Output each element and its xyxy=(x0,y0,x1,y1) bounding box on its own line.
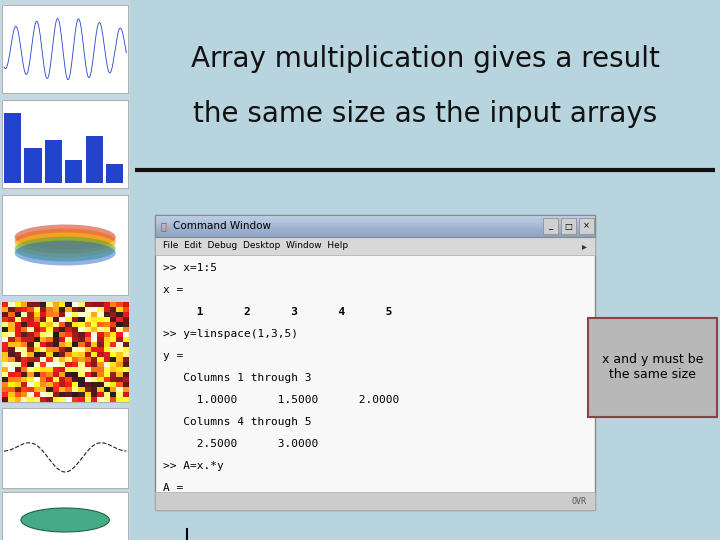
Ellipse shape xyxy=(14,233,116,258)
Ellipse shape xyxy=(14,225,116,249)
Bar xyxy=(155,217,595,219)
Text: File  Edit  Debug  Desktop  Window  Help: File Edit Debug Desktop Window Help xyxy=(163,241,348,251)
Bar xyxy=(155,235,595,237)
Bar xyxy=(2,408,128,488)
Text: x =: x = xyxy=(163,285,184,295)
Bar xyxy=(155,220,595,222)
Bar xyxy=(155,237,595,255)
Bar xyxy=(24,148,42,183)
Text: □: □ xyxy=(564,221,572,231)
Text: y =: y = xyxy=(163,351,184,361)
Text: 1      2      3      4      5: 1 2 3 4 5 xyxy=(163,307,392,317)
Text: >> A=x.*y: >> A=x.*y xyxy=(163,461,224,471)
Bar xyxy=(155,224,595,225)
Text: >> y=linspace(1,3,5): >> y=linspace(1,3,5) xyxy=(163,329,298,339)
Bar xyxy=(155,221,595,223)
Ellipse shape xyxy=(21,508,109,532)
Text: x and y must be
the same size: x and y must be the same size xyxy=(602,354,703,381)
Bar xyxy=(579,218,594,234)
Bar xyxy=(0,0,130,540)
Bar xyxy=(2,195,128,295)
Text: A =: A = xyxy=(163,483,184,493)
Text: Command Window: Command Window xyxy=(173,221,271,231)
Bar xyxy=(561,218,576,234)
Bar xyxy=(106,164,123,183)
Text: 🔥: 🔥 xyxy=(161,221,167,231)
Text: Columns 4 through 5: Columns 4 through 5 xyxy=(163,417,312,427)
Bar xyxy=(155,236,595,238)
Bar xyxy=(155,227,595,229)
Text: Array multiplication gives a result: Array multiplication gives a result xyxy=(191,45,660,73)
Text: Columns 1 through 3: Columns 1 through 3 xyxy=(163,373,312,383)
FancyBboxPatch shape xyxy=(588,318,717,417)
Bar xyxy=(2,302,128,402)
Bar xyxy=(155,234,595,235)
Bar xyxy=(155,215,595,510)
Bar xyxy=(155,226,595,227)
Bar xyxy=(155,222,595,224)
Bar xyxy=(155,219,595,221)
Bar xyxy=(45,140,62,183)
Text: >> x=1:5: >> x=1:5 xyxy=(163,263,217,273)
Bar xyxy=(155,492,595,510)
Bar xyxy=(86,136,103,183)
Bar xyxy=(155,225,595,226)
Bar xyxy=(2,100,128,188)
Text: ▸: ▸ xyxy=(582,241,587,251)
Text: the same size as the input arrays: the same size as the input arrays xyxy=(193,100,657,128)
Bar xyxy=(155,216,595,218)
Text: OVR: OVR xyxy=(572,496,587,505)
Bar xyxy=(155,218,595,220)
Text: 2.5000      3.0000: 2.5000 3.0000 xyxy=(163,439,318,449)
Text: _: _ xyxy=(549,221,553,231)
Bar xyxy=(155,232,595,233)
Ellipse shape xyxy=(14,228,116,253)
Bar xyxy=(155,230,595,231)
Bar xyxy=(155,228,595,230)
Ellipse shape xyxy=(14,237,116,261)
Bar xyxy=(155,231,595,232)
Bar xyxy=(155,233,595,234)
Bar xyxy=(155,215,595,237)
Bar xyxy=(543,218,558,234)
Text: ×: × xyxy=(583,221,590,231)
Ellipse shape xyxy=(14,240,116,266)
Text: 1.0000      1.5000      2.0000: 1.0000 1.5000 2.0000 xyxy=(163,395,400,405)
Bar xyxy=(2,492,128,540)
Bar xyxy=(155,215,595,217)
Bar xyxy=(2,5,128,93)
Bar xyxy=(65,160,83,183)
Bar xyxy=(4,113,22,183)
